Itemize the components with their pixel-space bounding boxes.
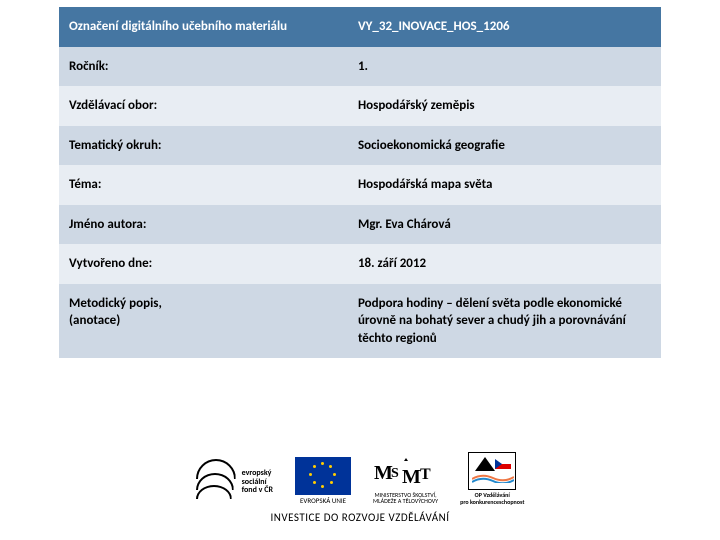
table-row: Tematický okruh: Socioekonomická geograf…	[59, 126, 661, 166]
opvk-icon	[468, 452, 516, 490]
logos-row: evropský sociální fond v ČR EVROPSKÁ UNI…	[196, 443, 525, 505]
footer-logos-bar: evropský sociální fond v ČR EVROPSKÁ UNI…	[59, 443, 661, 533]
metadata-table: Označení digitálního učebního materiálu …	[59, 7, 661, 358]
opvk-logo: OP Vzdělávání pro konkurenceschopnost	[460, 452, 524, 505]
row-value: Socioekonomická geografie	[348, 126, 661, 166]
table-row: Vzdělávací obor: Hospodářský zeměpis	[59, 86, 661, 126]
table-row: Jméno autora: Mgr. Eva Chárová	[59, 205, 661, 245]
eu-logo: EVROPSKÁ UNIE	[295, 457, 351, 505]
row-label: Tematický okruh:	[59, 126, 348, 166]
svg-text:M: M	[402, 466, 421, 488]
opvk-label: OP Vzdělávání pro konkurenceschopnost	[460, 492, 524, 505]
esf-label: evropský sociální fond v ČR	[242, 469, 273, 495]
row-label: Jméno autora:	[59, 205, 348, 245]
header-value-cell: VY_32_INOVACE_HOS_1206	[348, 7, 661, 47]
row-value: Mgr. Eva Chárová	[348, 205, 661, 245]
msmt-logo: M S M T MINISTERSTVO ŠKOLSTVÍ, MLÁDEŽE A…	[373, 457, 438, 505]
row-label: Metodický popis, (anotace)	[59, 284, 348, 359]
table-row: Metodický popis, (anotace) Podpora hodin…	[59, 284, 661, 359]
table-row: Téma: Hospodářská mapa světa	[59, 165, 661, 205]
table-row: Vytvořeno dne: 18. září 2012	[59, 244, 661, 284]
eu-label: EVROPSKÁ UNIE	[300, 497, 346, 505]
table-row: Ročník: 1.	[59, 47, 661, 87]
row-value: Podpora hodiny – dělení světa podle ekon…	[348, 284, 661, 359]
svg-text:S: S	[391, 466, 399, 481]
msmt-label: MINISTERSTVO ŠKOLSTVÍ, MLÁDEŽE A TĚLOVÝC…	[373, 492, 438, 505]
row-label: Vytvořeno dne:	[59, 244, 348, 284]
header-label-cell: Označení digitálního učebního materiálu	[59, 7, 348, 47]
row-value: Hospodářská mapa světa	[348, 165, 661, 205]
row-value: 1.	[348, 47, 661, 87]
row-label: Ročník:	[59, 47, 348, 87]
row-label: Vzdělávací obor:	[59, 86, 348, 126]
row-value: Hospodářský zeměpis	[348, 86, 661, 126]
eu-flag-icon	[295, 457, 351, 495]
msmt-icon: M S M T	[374, 457, 438, 491]
esf-logo: evropský sociální fond v ČR	[196, 459, 273, 505]
esf-icon	[196, 459, 236, 505]
footer-tagline: INVESTICE DO ROZVOJE VZDĚLÁVÁNÍ	[271, 511, 450, 524]
row-label: Téma:	[59, 165, 348, 205]
table-header-row: Označení digitálního učebního materiálu …	[59, 7, 661, 47]
svg-text:T: T	[420, 466, 431, 483]
row-value: 18. září 2012	[348, 244, 661, 284]
